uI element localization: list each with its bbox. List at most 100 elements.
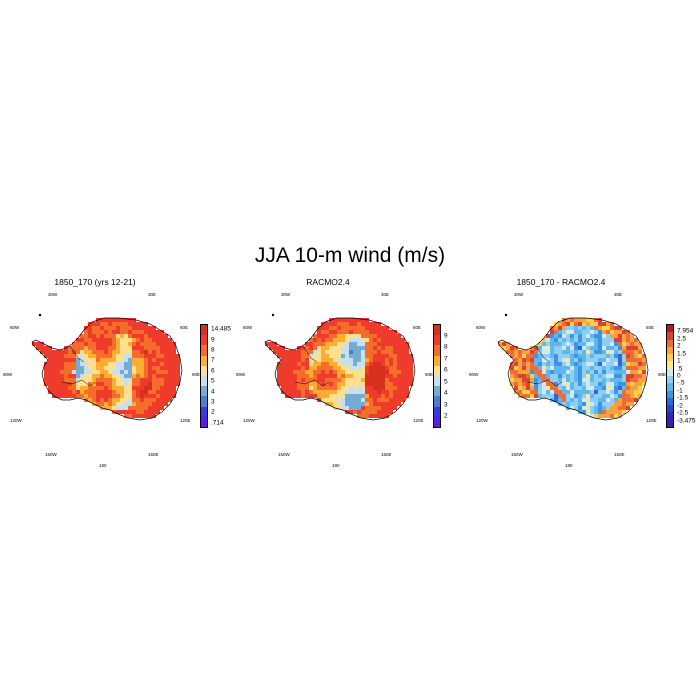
- wind-cell: [361, 362, 365, 366]
- lon-label-60e: 60E: [413, 325, 422, 330]
- wind-cell: [333, 378, 337, 382]
- wind-cell: [361, 386, 365, 390]
- wind-cell: [289, 394, 293, 398]
- wind-cell: [333, 402, 337, 406]
- wind-cell: [566, 326, 570, 330]
- wind-cell: [570, 378, 574, 382]
- wind-cell: [550, 354, 554, 358]
- wind-cell: [301, 354, 305, 358]
- wind-cell: [610, 342, 614, 346]
- wind-cell: [554, 358, 558, 362]
- wind-cell: [361, 326, 365, 330]
- wind-cell: [550, 362, 554, 366]
- wind-cell: [369, 342, 373, 346]
- wind-cell: [606, 398, 610, 402]
- wind-cell: [574, 334, 578, 338]
- wind-cell: [92, 358, 96, 362]
- wind-cell: [345, 358, 349, 362]
- wind-cell: [148, 410, 152, 414]
- wind-cell: [642, 362, 646, 366]
- wind-cell: [574, 358, 578, 362]
- wind-cell: [586, 346, 590, 350]
- wind-cell: [140, 346, 144, 350]
- wind-cell: [337, 390, 341, 394]
- wind-cell: [586, 354, 590, 358]
- colorbar-label: 7.954: [677, 327, 694, 335]
- colorbar-segment: [667, 361, 673, 369]
- wind-cell: [578, 338, 582, 342]
- wind-cell: [526, 382, 530, 386]
- wind-cell: [337, 350, 341, 354]
- wind-cell: [116, 406, 120, 410]
- wind-cell: [550, 386, 554, 390]
- wind-cell: [333, 370, 337, 374]
- wind-cell: [614, 410, 618, 414]
- wind-cell: [365, 382, 369, 386]
- wind-cell: [353, 406, 357, 410]
- wind-cell: [273, 346, 277, 350]
- wind-cell: [638, 346, 642, 350]
- panel-title: 1850_170 (yrs 12-21): [54, 277, 136, 287]
- wind-cell: [345, 350, 349, 354]
- wind-cell: [401, 390, 405, 394]
- wind-cell: [518, 358, 522, 362]
- wind-cell: [88, 386, 92, 390]
- wind-cell: [100, 338, 104, 342]
- wind-cell: [88, 390, 92, 394]
- wind-cell: [333, 362, 337, 366]
- wind-cell: [622, 406, 626, 410]
- wind-cell: [148, 326, 152, 330]
- wind-cell: [297, 374, 301, 378]
- wind-cell: [56, 378, 60, 382]
- wind-cell: [618, 414, 622, 418]
- wind-cell: [148, 334, 152, 338]
- wind-cell: [108, 394, 112, 398]
- wind-cell: [124, 326, 128, 330]
- wind-cell: [112, 342, 116, 346]
- wind-cell: [136, 370, 140, 374]
- wind-cell: [393, 362, 397, 366]
- wind-cell: [96, 338, 100, 342]
- wind-cell: [297, 382, 301, 386]
- wind-cell: [116, 358, 120, 362]
- wind-cell: [361, 334, 365, 338]
- wind-cell: [622, 358, 626, 362]
- wind-cell: [305, 366, 309, 370]
- wind-cell: [44, 354, 48, 358]
- colorbar-labels: 14.485 9 8 7 6 5 4 3 2.714: [211, 324, 241, 428]
- lon-label-90e: 90E: [192, 372, 201, 377]
- wind-cell: [614, 370, 618, 374]
- wind-cell: [389, 358, 393, 362]
- wind-cell: [325, 346, 329, 350]
- wind-cell: [88, 374, 92, 378]
- wind-cell: [333, 346, 337, 350]
- wind-cell: [132, 322, 136, 326]
- wind-cell: [104, 406, 108, 410]
- wind-cell: [345, 402, 349, 406]
- wind-cell: [104, 366, 108, 370]
- wind-cell: [570, 322, 574, 326]
- wind-cell: [293, 374, 297, 378]
- wind-cell: [124, 410, 128, 414]
- wind-cell: [40, 346, 44, 350]
- wind-cell: [124, 342, 128, 346]
- wind-cell: [522, 358, 526, 362]
- wind-cell: [164, 402, 168, 406]
- wind-cell: [538, 394, 542, 398]
- wind-cell: [128, 406, 132, 410]
- wind-cell: [72, 354, 76, 358]
- wind-cell: [152, 390, 156, 394]
- wind-cell: [353, 370, 357, 374]
- wind-cell: [349, 334, 353, 338]
- wind-cell: [148, 330, 152, 334]
- wind-cell: [590, 330, 594, 334]
- colorbar-label: 3: [211, 398, 215, 406]
- wind-cell: [321, 374, 325, 378]
- wind-cell: [558, 346, 562, 350]
- wind-cell: [542, 362, 546, 366]
- wind-cell: [120, 342, 124, 346]
- wind-cell: [510, 362, 514, 366]
- lon-label-30w: 30W: [48, 292, 58, 297]
- wind-cell: [132, 414, 136, 418]
- wind-cell: [116, 330, 120, 334]
